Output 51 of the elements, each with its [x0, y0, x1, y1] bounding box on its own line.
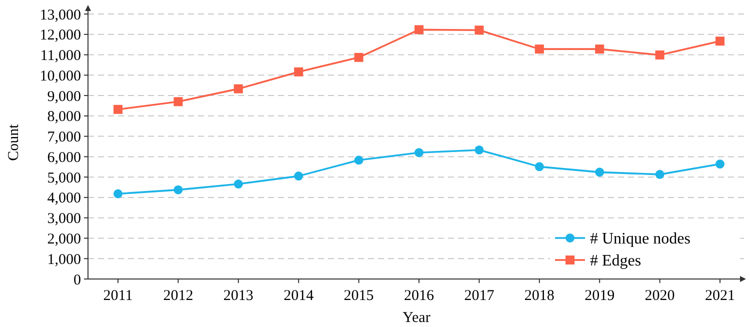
y-tick-label: 3,000	[47, 211, 81, 228]
point	[114, 189, 122, 198]
point	[294, 67, 304, 76]
x-axis-title: Year	[402, 310, 430, 326]
point	[655, 170, 664, 179]
point	[716, 160, 724, 169]
x-tick-label: 2014	[284, 288, 314, 304]
legend-label: # Unique nodes	[590, 230, 690, 248]
y-tick-label: 5,000	[47, 170, 81, 186]
x-tick-label: 2015	[344, 288, 374, 304]
y-tick-label: 12,000	[40, 28, 81, 44]
point	[114, 104, 122, 114]
y-tick-label: 1,000	[47, 252, 81, 268]
point	[595, 168, 604, 177]
point	[534, 162, 544, 172]
x-tick-label: 2012	[163, 288, 194, 304]
y-axis-title: Count	[6, 123, 22, 161]
legend-label: # Edges	[590, 252, 642, 270]
point	[414, 148, 424, 158]
point	[234, 84, 243, 94]
y-tick-label: 8,000	[47, 109, 81, 126]
y-tick-label: 0	[74, 272, 81, 288]
y-tick-label: 2,000	[47, 231, 81, 248]
point	[294, 172, 304, 181]
point	[716, 36, 724, 46]
x-tick-label: 2013	[223, 288, 254, 304]
point	[234, 180, 243, 189]
point	[474, 26, 484, 35]
point	[354, 156, 364, 165]
point	[414, 25, 424, 34]
point	[354, 52, 364, 62]
point	[655, 50, 664, 60]
y-tick-label: 11,000	[40, 48, 81, 64]
y-tick-label: 13,000	[40, 7, 81, 24]
x-tick-label: 2011	[103, 288, 133, 304]
y-tick-label: 6,000	[47, 150, 81, 166]
y-tick-label: 9,000	[47, 88, 81, 105]
y-tick-label: 10,000	[40, 68, 81, 84]
y-tick-label: 7,000	[47, 130, 81, 146]
point	[174, 97, 183, 106]
x-tick-label: 2019	[584, 288, 615, 304]
point	[534, 44, 544, 54]
y-tick-label: 4,000	[47, 190, 81, 207]
x-tick-label: 2016	[404, 288, 434, 304]
x-tick-label: 2017	[464, 288, 495, 304]
point	[174, 185, 183, 194]
point	[474, 145, 484, 154]
x-tick-label: 2021	[705, 288, 735, 304]
point	[595, 44, 604, 54]
x-tick-label: 2018	[524, 288, 554, 304]
x-tick-label: 2020	[644, 288, 675, 304]
